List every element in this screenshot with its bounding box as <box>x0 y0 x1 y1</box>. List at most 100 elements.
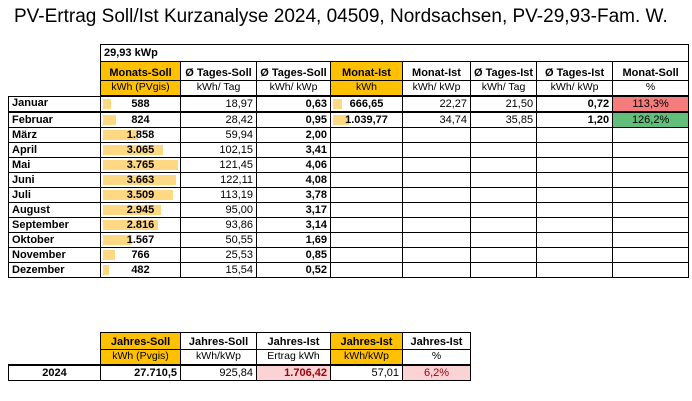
tages-soll-kwp-cell: 3,41 <box>256 142 331 158</box>
summary-jahres-ist: 1.706,42 <box>256 364 331 381</box>
monat-ist-cell: 666,65 <box>330 95 403 113</box>
summary-jahres-ist-pct: 6,2% <box>402 364 471 381</box>
month-row: Juli 3.509 113,19 3,78 <box>8 187 690 203</box>
monat-ist-cell <box>330 172 403 188</box>
month-row: Februar 824 28,42 0,95 1.039,77 34,74 35,85 1,2… <box>8 111 690 128</box>
monat-soll-pct-cell <box>612 187 690 203</box>
summary-header-jahres-soll: Jahres-Soll <box>100 332 181 350</box>
monat-ist-cell <box>330 247 403 263</box>
summary-row: 2024 27.710,5 925,84 1.706,42 57,01 6,2% <box>8 364 471 381</box>
tages-soll-kwp-cell: 4,06 <box>256 157 331 173</box>
summary-header-jahres-soll-kwp: Jahres-Soll <box>180 332 257 350</box>
header-tages-ist: Ø Tages-Ist <box>469 61 538 81</box>
header-row-2: kWh (PVgis) kWh/ Tag kWh/ kWp kWh kWh/ k… <box>9 80 690 97</box>
tages-ist-kwp-cell <box>536 127 614 143</box>
monthly-table: 29,93 kWp Monats-Soll Ø Tages-Soll Ø Tag… <box>8 44 690 278</box>
databar-fill <box>103 99 112 109</box>
tages-soll-cell: 28,42 <box>180 111 257 128</box>
tages-soll-cell: 122,11 <box>180 172 257 188</box>
header-tages-soll-kwp: Ø Tages-Soll <box>256 61 331 81</box>
monat-ist-kwp-cell <box>402 142 471 158</box>
databar-fill <box>103 130 138 140</box>
monat-soll-pct-cell <box>612 172 690 188</box>
summary-table: Jahres-Soll Jahres-Soll Jahres-Ist Jahre… <box>8 332 471 381</box>
monats-soll-cell-value: 2.945 <box>126 203 155 216</box>
databar-fill <box>103 115 117 125</box>
monats-soll-cell: 1.567 <box>100 232 181 248</box>
tages-soll-kwp-cell: 4,08 <box>256 172 331 188</box>
tages-soll-kwp-cell: 0,85 <box>256 247 331 263</box>
tages-ist-kwp-cell <box>536 217 614 233</box>
databar-fill <box>103 175 176 185</box>
monats-soll-cell-value: 3.663 <box>126 173 155 186</box>
tages-soll-kwp-cell: 3,17 <box>256 202 331 218</box>
monat-ist-cell: 1.039,77 <box>330 111 403 128</box>
monats-soll-cell: 2.816 <box>100 217 181 233</box>
monat-ist-cell <box>330 187 403 203</box>
month-row: März 1.858 59,94 2,00 <box>8 127 690 143</box>
databar-fill <box>103 205 161 215</box>
monat-soll-pct-cell <box>612 157 690 173</box>
tages-soll-cell: 59,94 <box>180 127 257 143</box>
tages-ist-cell <box>469 157 538 173</box>
monat-ist-cell-value: 666,65 <box>349 97 384 110</box>
tages-soll-kwp-cell: 3,14 <box>256 217 331 233</box>
unit-tages-soll-kwp: kWh/ kWp <box>256 80 331 97</box>
unit-monat-ist-kwp: kWh/ kWp <box>402 80 471 97</box>
tages-soll-cell: 95,00 <box>180 202 257 218</box>
monat-soll-pct-cell <box>612 142 690 158</box>
databar-fill <box>103 220 159 230</box>
monat-ist-kwp-cell <box>402 262 471 278</box>
monat-ist-kwp-cell <box>402 247 471 263</box>
month-name: Juni <box>8 172 101 188</box>
tages-ist-cell <box>469 187 538 203</box>
monat-ist-kwp-cell <box>402 202 471 218</box>
monat-ist-cell-value: 1.039,77 <box>345 113 388 126</box>
monats-soll-cell: 824 <box>100 111 181 128</box>
monat-ist-kwp-cell <box>402 127 471 143</box>
tages-ist-kwp-cell <box>536 172 614 188</box>
tages-soll-cell: 18,97 <box>180 95 257 113</box>
monats-soll-cell: 482 <box>100 262 181 278</box>
summary-header-jahres-ist-kwp: Jahres-Ist <box>330 332 403 350</box>
monat-soll-pct-cell <box>612 262 690 278</box>
monats-soll-cell-value: 3.765 <box>126 158 155 171</box>
summary-unit-jahres-soll: kWh (Pvgis) <box>100 349 181 366</box>
monats-soll-cell: 1.858 <box>100 127 181 143</box>
monats-soll-cell: 588 <box>100 95 181 113</box>
monat-ist-kwp-cell: 34,74 <box>402 111 471 128</box>
monat-soll-pct-cell <box>612 247 690 263</box>
header-tages-soll: Ø Tages-Soll <box>180 61 257 81</box>
monat-ist-cell <box>330 127 403 143</box>
monat-ist-kwp-cell: 22,27 <box>402 95 471 113</box>
unit-monat-soll-pct: % <box>612 80 690 97</box>
monat-ist-kwp-cell <box>402 217 471 233</box>
month-name: Oktober <box>8 232 101 248</box>
month-name: Mai <box>8 157 101 173</box>
header-monat-ist: Monat-Ist <box>330 61 403 81</box>
summary-unit-jahres-soll-kwp: kWh/kWp <box>180 349 257 366</box>
monat-soll-pct-cell: 113,3% <box>612 95 690 113</box>
monat-ist-cell <box>330 217 403 233</box>
month-row: Mai 3.765 121,45 4,06 <box>8 157 690 173</box>
monats-soll-cell: 2.945 <box>100 202 181 218</box>
databar-fill <box>103 160 178 170</box>
unit-monats-soll: kWh (PVgis) <box>100 80 181 97</box>
tages-ist-cell <box>469 217 538 233</box>
month-name: März <box>8 127 101 143</box>
month-row: November 766 25,53 0,85 <box>8 247 690 263</box>
tages-ist-kwp-cell <box>536 232 614 248</box>
month-name: November <box>8 247 101 263</box>
tages-soll-kwp-cell: 0,52 <box>256 262 331 278</box>
header-monat-soll-pct: Monat-Soll <box>612 61 690 81</box>
monats-soll-cell-value: 824 <box>131 113 150 126</box>
corner-empty <box>9 45 101 62</box>
monats-soll-cell-value: 1.567 <box>126 233 155 246</box>
monat-ist-kwp-cell <box>402 157 471 173</box>
monat-ist-kwp-cell <box>402 187 471 203</box>
monats-soll-cell-value: 2.816 <box>126 218 155 231</box>
monat-ist-cell <box>330 262 403 278</box>
unit-monat-ist: kWh <box>330 80 403 97</box>
tages-soll-kwp-cell: 0,63 <box>256 95 331 113</box>
tages-ist-kwp-cell: 0,72 <box>536 95 614 113</box>
